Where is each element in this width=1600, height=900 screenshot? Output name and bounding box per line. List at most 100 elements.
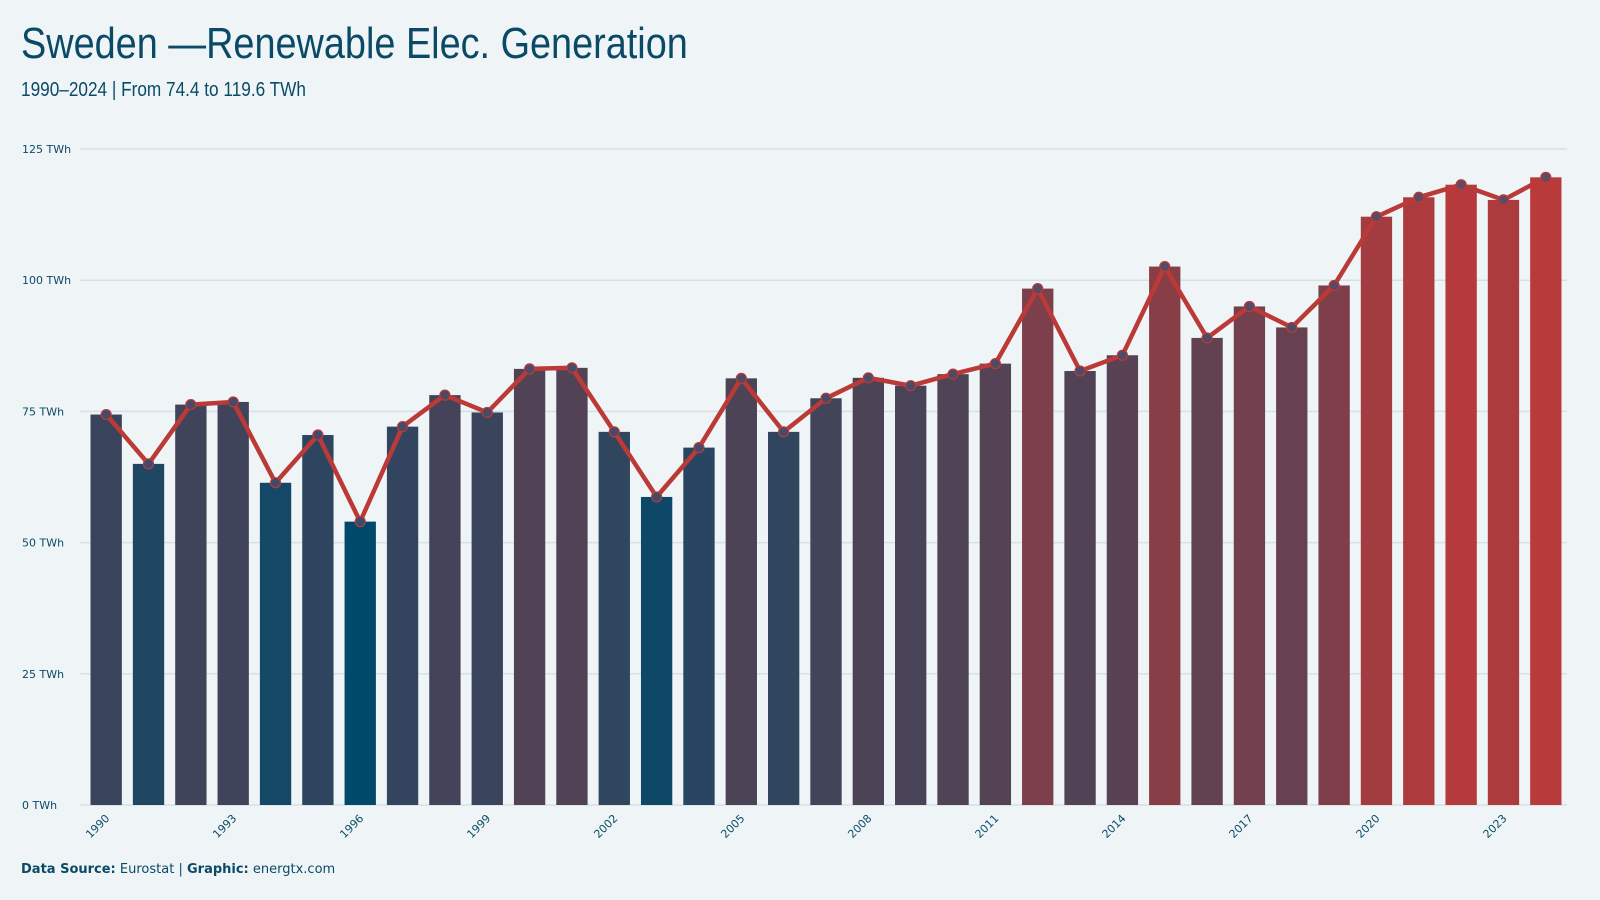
bar-2017 xyxy=(1233,306,1266,805)
graphic-label: Graphic: xyxy=(186,862,249,877)
x-tick-label: 2005 xyxy=(718,812,747,841)
point-1992 xyxy=(185,398,197,411)
bar-2007 xyxy=(810,398,842,805)
bar-2024 xyxy=(1530,177,1562,805)
bar-2022 xyxy=(1445,184,1477,805)
bar-2021 xyxy=(1403,197,1435,805)
x-tick-label: 2002 xyxy=(591,812,620,841)
bar-2003 xyxy=(640,496,673,805)
point-2018 xyxy=(1286,321,1298,334)
chart-title: Sweden —Renewable Elec. Generation xyxy=(21,19,688,68)
point-1999 xyxy=(481,406,493,419)
x-axis-labels: 1990 1993 1996 1999 2002 2005 2008 2011 2014 2017… xyxy=(83,812,1509,841)
bar-1992 xyxy=(175,404,207,805)
point-2014 xyxy=(1116,349,1129,361)
point-2009 xyxy=(905,380,917,392)
point-1994 xyxy=(269,477,282,489)
point-2024 xyxy=(1540,171,1552,183)
x-tick-label: 2023 xyxy=(1481,812,1510,841)
point-2004 xyxy=(693,442,705,454)
bar-2016 xyxy=(1191,337,1223,805)
point-1993 xyxy=(227,396,239,408)
point-2021 xyxy=(1413,191,1425,203)
bar-2011 xyxy=(979,363,1012,805)
point-2020 xyxy=(1370,211,1383,223)
chart-subtitle: 1990–2024 | From 74.4 to 119.6 TWh xyxy=(21,79,306,101)
y-tick-label: 50 TWh xyxy=(22,537,64,550)
bar-2023 xyxy=(1487,199,1520,806)
bar-2015 xyxy=(1149,266,1181,806)
footer-credits: Data Source: Eurostat | Graphic: energtx… xyxy=(21,862,335,877)
bar-1993 xyxy=(217,401,249,805)
point-1991 xyxy=(142,458,155,470)
y-tick-label: 25 TWh xyxy=(22,668,64,681)
trend-points xyxy=(100,171,1552,528)
bar-2009 xyxy=(895,385,927,805)
bar-1999 xyxy=(471,412,503,805)
bar-2020 xyxy=(1360,216,1393,805)
bar-2000 xyxy=(513,368,546,805)
point-1998 xyxy=(439,389,451,401)
point-2019 xyxy=(1328,279,1340,292)
point-2007 xyxy=(820,392,832,404)
bar-1991 xyxy=(132,463,165,805)
point-2008 xyxy=(862,372,874,384)
x-tick-label: 1996 xyxy=(337,812,366,841)
bar-2001 xyxy=(556,367,588,805)
point-1997 xyxy=(396,421,409,433)
point-2023 xyxy=(1497,194,1510,206)
bar-1996 xyxy=(344,521,376,805)
point-2005 xyxy=(735,372,747,384)
bar-2002 xyxy=(598,431,630,805)
point-2016 xyxy=(1201,332,1213,344)
y-tick-label: 75 TWh xyxy=(22,405,64,418)
point-2003 xyxy=(651,491,663,503)
x-tick-label: 1990 xyxy=(83,812,112,841)
point-2012 xyxy=(1032,282,1044,295)
x-tick-label: 2020 xyxy=(1354,812,1383,841)
x-tick-label: 2011 xyxy=(973,812,1002,841)
bar-1990 xyxy=(90,414,122,805)
point-2010 xyxy=(947,368,959,380)
bars xyxy=(90,177,1562,806)
point-2000 xyxy=(523,363,536,375)
footer-separator: | xyxy=(178,862,183,877)
y-tick-label: 100 TWh xyxy=(22,274,71,287)
point-2001 xyxy=(566,362,578,374)
graphic-value: energtx.com xyxy=(252,862,336,877)
point-2011 xyxy=(989,358,1001,370)
bar-1994 xyxy=(259,482,292,805)
bar-2008 xyxy=(852,377,885,805)
bar-2013 xyxy=(1064,370,1096,805)
x-tick-label: 1999 xyxy=(464,812,493,841)
point-2022 xyxy=(1455,179,1467,191)
x-tick-label: 2017 xyxy=(1227,812,1256,841)
y-tick-label: 125 TWh xyxy=(22,143,71,156)
bar-1997 xyxy=(386,426,419,805)
bar-2018 xyxy=(1276,327,1308,805)
bar-2010 xyxy=(937,374,969,805)
bar-2019 xyxy=(1318,285,1350,805)
bar-1998 xyxy=(429,395,461,805)
bar-2014 xyxy=(1106,355,1139,805)
point-1990 xyxy=(100,408,112,421)
x-tick-label: 2014 xyxy=(1100,812,1129,841)
y-tick-label: 0 TWh xyxy=(22,799,57,812)
bar-2012 xyxy=(1022,288,1054,805)
point-2013 xyxy=(1074,365,1086,377)
point-2015 xyxy=(1159,260,1171,273)
bar-2004 xyxy=(683,447,715,805)
x-tick-label: 2008 xyxy=(845,812,874,841)
point-1995 xyxy=(312,429,324,441)
bar-2006 xyxy=(767,431,800,805)
x-tick-label: 1993 xyxy=(210,812,239,841)
y-axis-labels: 0 TWh 25 TWh 50 TWh 75 TWh 100 TWh 125 TWh xyxy=(22,143,71,812)
bar-2005 xyxy=(725,378,757,805)
source-value: Eurostat xyxy=(119,862,175,877)
point-2017 xyxy=(1243,300,1256,313)
point-2002 xyxy=(608,426,620,438)
source-label: Data Source: xyxy=(21,862,116,877)
bar-1995 xyxy=(302,435,334,805)
point-2006 xyxy=(778,426,790,438)
